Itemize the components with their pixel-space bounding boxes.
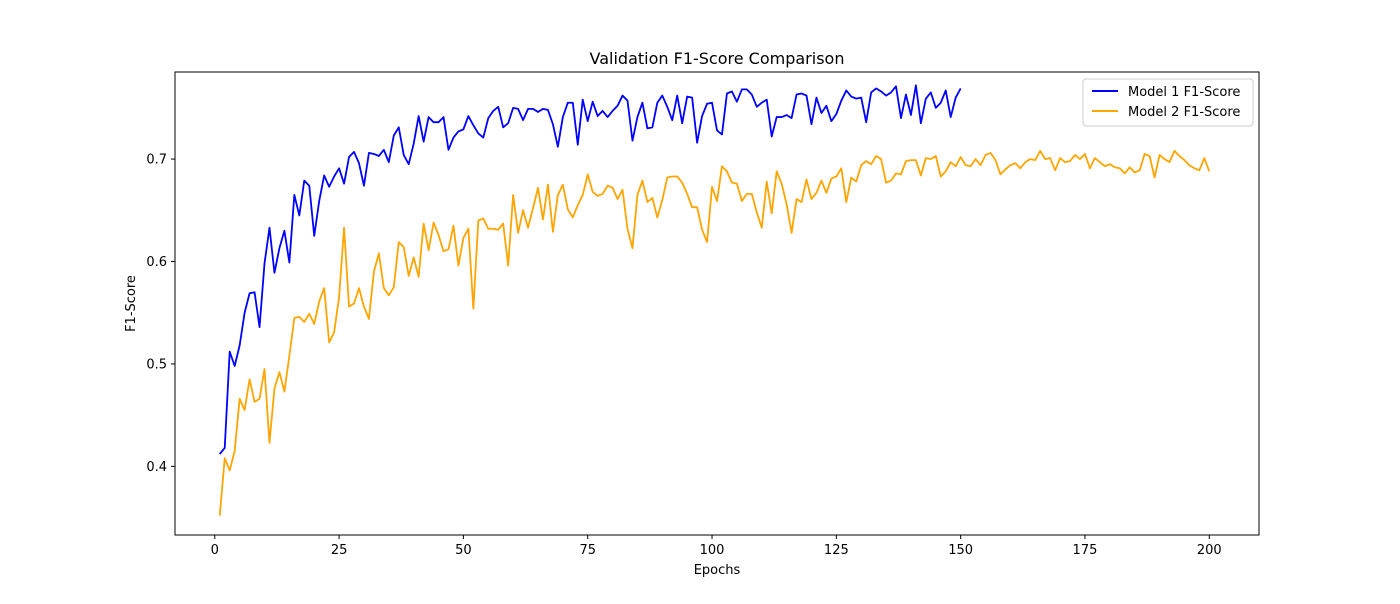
series-line-model-1 (219, 84, 962, 455)
y-tick-label: 0.6 (146, 255, 167, 270)
y-tick-label: 0.7 (146, 153, 167, 168)
y-axis-ticks: 0.4 0.5 0.6 0.7 (146, 153, 175, 475)
series-line-model-2 (218, 149, 1211, 516)
x-tick-label: 150 (948, 543, 973, 558)
y-tick-label: 0.5 (146, 357, 167, 372)
legend-box (1082, 78, 1254, 127)
y-axis-label: F1-Score (124, 275, 139, 332)
legend: Model 1 F1-Score Model 2 F1-Score (1082, 78, 1254, 127)
legend-label-model-2: Model 2 F1-Score (1128, 105, 1240, 120)
plot-area-frame (174, 71, 1260, 536)
x-axis-ticks: 0 25 50 75 100 125 150 175 200 (211, 535, 1222, 558)
chart-title: Validation F1-Score Comparison (590, 49, 845, 68)
x-tick-label: 50 (455, 543, 472, 558)
x-tick-label: 100 (700, 543, 725, 558)
x-axis-label: Epochs (694, 563, 741, 578)
legend-label-model-1: Model 1 F1-Score (1128, 85, 1240, 100)
plot-lines (218, 84, 1211, 516)
x-tick-label: 25 (331, 543, 348, 558)
x-tick-label: 175 (1073, 543, 1098, 558)
x-tick-label: 0 (211, 543, 219, 558)
x-tick-label: 75 (579, 543, 596, 558)
x-tick-label: 200 (1197, 543, 1222, 558)
x-tick-label: 125 (824, 543, 849, 558)
y-tick-label: 0.4 (146, 460, 167, 475)
